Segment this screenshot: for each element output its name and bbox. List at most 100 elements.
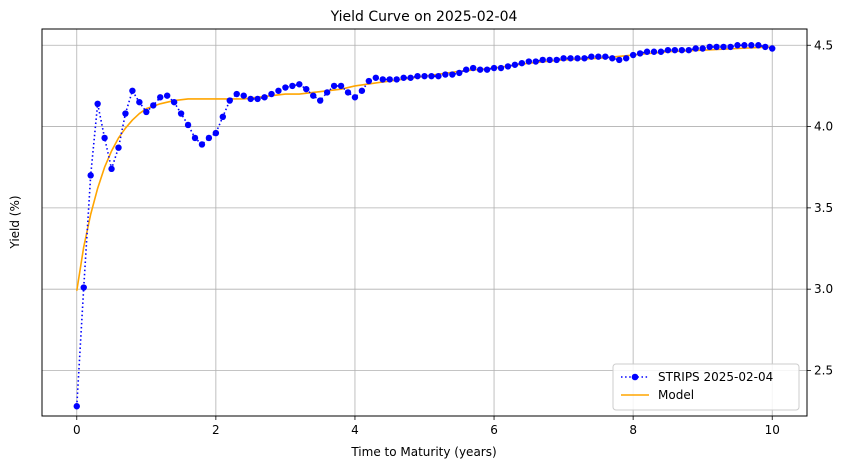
strips-point <box>581 55 588 62</box>
strips-point <box>275 87 282 94</box>
legend-box <box>612 363 800 411</box>
legend-strips-label: STRIPS 2025-02-04 <box>658 370 773 384</box>
strips-point <box>678 46 686 54</box>
strips-point <box>664 46 672 54</box>
strips-point <box>379 76 386 83</box>
strips-point <box>170 98 178 106</box>
strips-point <box>205 134 213 142</box>
strips-point <box>87 172 94 179</box>
strips-point <box>337 82 345 90</box>
strips-point <box>268 90 275 98</box>
y-tick-label: 4.5 <box>814 38 833 52</box>
strips-point <box>699 45 706 52</box>
strips-point <box>685 46 692 54</box>
strips-point <box>177 110 185 117</box>
strips-point <box>247 95 254 103</box>
strips-point <box>602 53 609 60</box>
series-line-model <box>75 46 773 291</box>
strips-point <box>671 46 679 54</box>
strips-point <box>734 42 741 49</box>
strips-point <box>490 64 498 72</box>
x-tick-label: 2 <box>212 423 220 437</box>
y-tick-label: 4.0 <box>814 120 833 134</box>
strips-point <box>629 51 637 59</box>
x-tick-label: 8 <box>629 423 637 437</box>
strips-point <box>136 98 143 106</box>
strips-point <box>650 48 658 55</box>
strips-point <box>150 102 157 109</box>
strips-point <box>567 55 574 62</box>
strips-point <box>720 43 727 51</box>
y-tick-label: 3.0 <box>814 282 833 296</box>
strips-point <box>143 108 150 116</box>
strips-point <box>622 55 630 62</box>
strips-point <box>727 43 734 51</box>
x-tick-label: 4 <box>351 423 359 437</box>
chart-title: Yield Curve on 2025-02-04 <box>330 9 518 25</box>
strips-point <box>755 42 762 49</box>
strips-point <box>73 403 80 410</box>
plot-frame <box>41 28 808 417</box>
strips-point <box>351 94 359 101</box>
strips-point <box>400 74 407 81</box>
series-layer <box>73 42 776 410</box>
strips-point <box>616 56 623 64</box>
strips-point <box>525 58 533 65</box>
strips-point <box>108 165 115 173</box>
strips-point <box>504 63 512 70</box>
strips-point <box>469 64 477 72</box>
strips-point <box>316 97 324 104</box>
strips-point <box>713 43 720 51</box>
strips-point <box>386 76 393 83</box>
strips-point <box>539 56 546 64</box>
strips-point <box>546 56 553 64</box>
strips-point <box>94 100 101 108</box>
strips-point <box>741 42 748 49</box>
strips-point <box>595 53 602 60</box>
legend-model-label: Model <box>658 388 694 402</box>
strips-point <box>560 55 567 62</box>
strips-point <box>692 45 699 52</box>
y-tick-label: 2.5 <box>814 363 833 377</box>
strips-point <box>365 77 373 85</box>
strips-point <box>762 43 769 51</box>
strips-point <box>456 69 463 77</box>
x-tick-label: 10 <box>765 423 780 437</box>
strips-point <box>101 134 108 142</box>
strips-point <box>532 58 539 65</box>
strips-point <box>588 53 595 60</box>
strips-point <box>129 87 136 94</box>
strips-point <box>289 82 296 90</box>
grid-layer <box>42 29 807 416</box>
strips-point <box>643 48 651 55</box>
strips-point <box>449 71 456 78</box>
strips-point <box>198 141 206 148</box>
legend: STRIPS 2025-02-04 Model <box>612 363 800 411</box>
strips-point <box>407 74 414 81</box>
strips-point <box>310 92 317 99</box>
strips-point <box>323 89 331 96</box>
strips-point <box>442 71 449 78</box>
strips-point <box>518 59 526 67</box>
strips-point <box>212 129 220 137</box>
strips-point <box>184 121 192 129</box>
y-tick-label: 3.5 <box>814 201 833 215</box>
x-axis: 0 2 4 6 8 10 <box>73 416 780 437</box>
strips-point <box>483 66 491 73</box>
strips-point <box>344 89 352 96</box>
strips-point <box>254 95 261 103</box>
strips-point <box>463 66 470 73</box>
strips-point <box>296 81 303 88</box>
strips-point <box>233 90 240 98</box>
strips-point <box>421 72 428 80</box>
strips-point <box>226 97 233 104</box>
strips-point <box>330 82 338 90</box>
strips-point <box>748 42 755 49</box>
strips-point <box>428 72 435 80</box>
strips-point <box>240 92 247 99</box>
strips-point <box>553 56 560 64</box>
strips-point <box>657 48 665 55</box>
strips-point <box>497 64 505 72</box>
strips-point <box>636 50 644 57</box>
